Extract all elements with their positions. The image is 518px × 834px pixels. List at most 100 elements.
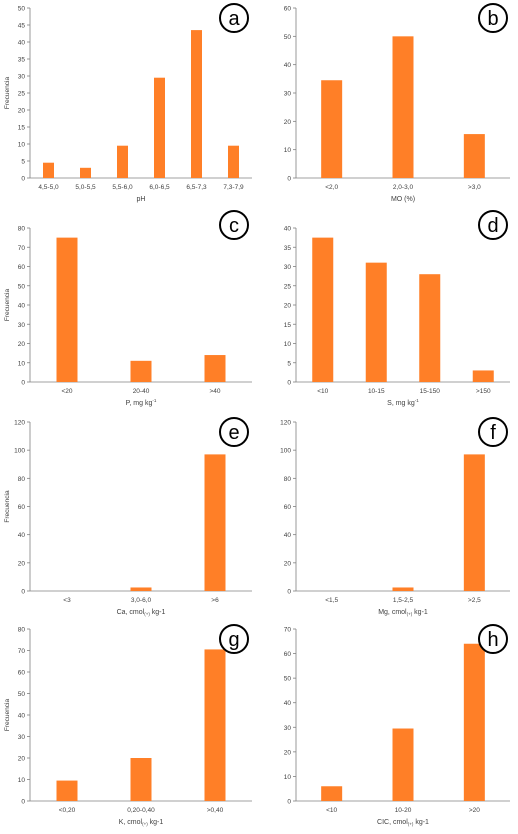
y-tick-label: 50 bbox=[284, 34, 292, 41]
chart-panel-d: 0 5 10 15 20 25 30 35 40 <10 10-15 15-150 >150 S, mg … bbox=[259, 207, 518, 414]
chart-svg-c: 0 10 20 30 40 50 60 70 80 <20 20-40 >40 P, mg kg-1 Fr… bbox=[4, 210, 252, 407]
chart-svg-a: 0 5 10 15 20 25 30 35 40 45 50 4,5-5,0 5,0-5,5 5,5-6,… bbox=[4, 3, 252, 203]
chart-svg-g: 0 10 20 30 40 50 60 70 80 <0,20 0,20-0,40 >0,40 K, c… bbox=[4, 624, 252, 827]
bar-h-0 bbox=[321, 786, 343, 801]
x-tick-label: 0,20-0,40 bbox=[127, 807, 155, 814]
x-tick-label: >40 bbox=[209, 388, 220, 395]
y-tick-label: 20 bbox=[18, 560, 26, 567]
y-tick-label: 30 bbox=[284, 264, 292, 271]
y-tick-label: 10 bbox=[284, 341, 292, 348]
x-tick-label: <3 bbox=[63, 597, 71, 604]
x-tick-label: 1,5-2,5 bbox=[393, 597, 414, 604]
chart-svg-d: 0 5 10 15 20 25 30 35 40 <10 10-15 15-150 >150 S, mg … bbox=[284, 210, 510, 407]
y-axis-title: Frecuencia bbox=[4, 699, 11, 732]
x-tick-label: >0,40 bbox=[207, 807, 224, 814]
panel-badge-circle bbox=[478, 624, 508, 654]
y-tick-label: 20 bbox=[284, 560, 292, 567]
y-tick-label: 80 bbox=[18, 226, 26, 233]
panel-badge-circle bbox=[219, 210, 249, 240]
y-tick-label: 0 bbox=[287, 589, 291, 596]
bar-b-2 bbox=[463, 134, 485, 178]
x-axis-title: Mg, cmol(+) kg-1 bbox=[378, 609, 428, 617]
y-tick-label: 60 bbox=[18, 670, 26, 677]
chart-svg-h: 0 10 20 30 40 50 60 70 <10 10-20 >20 CIC, cmol(+) k… bbox=[284, 624, 510, 827]
y-tick-label: 50 bbox=[18, 283, 26, 290]
bar-a-0 bbox=[43, 162, 54, 178]
y-tick-label: 40 bbox=[284, 226, 292, 233]
bar-a-3 bbox=[154, 77, 165, 178]
x-tick-label: <2,0 bbox=[325, 184, 338, 191]
y-tick-label: 80 bbox=[284, 476, 292, 483]
panel-badge-letter: h bbox=[487, 629, 498, 651]
y-tick-label: 60 bbox=[18, 264, 26, 271]
x-tick-label: 5,0-5,5 bbox=[75, 184, 96, 191]
y-tick-label: 60 bbox=[284, 6, 292, 13]
panel-badge-letter: b bbox=[487, 8, 498, 30]
bar-e-2 bbox=[204, 454, 226, 591]
x-tick-label: <10 bbox=[326, 807, 337, 814]
x-axis-title: K, cmol(+) kg-1 bbox=[119, 819, 164, 827]
x-tick-label: 10-15 bbox=[368, 388, 385, 395]
x-axis-title: CIC, cmol(+) kg-1 bbox=[377, 819, 429, 827]
y-tick-label: 0 bbox=[21, 589, 25, 596]
chart-panel-g: 0 10 20 30 40 50 60 70 80 <0,20 0,20-0,40 >0,40 K, c… bbox=[0, 621, 259, 829]
x-tick-label: 15-150 bbox=[420, 388, 441, 395]
y-tick-label: 5 bbox=[287, 360, 291, 367]
x-tick-label: 6,0-6,5 bbox=[149, 184, 170, 191]
y-tick-label: 10 bbox=[18, 777, 26, 784]
x-tick-label: >6 bbox=[211, 597, 219, 604]
bar-d-2 bbox=[419, 274, 441, 382]
chart-svg-b: 0 10 20 30 40 50 60 <2,0 2,0-3,0 >3,0 MO (%) b bbox=[284, 3, 510, 203]
x-tick-label: 3,0-6,0 bbox=[131, 597, 152, 604]
y-tick-label: 20 bbox=[18, 341, 26, 348]
x-tick-label: <0,20 bbox=[59, 807, 76, 814]
bar-g-1 bbox=[130, 758, 152, 801]
x-tick-label: 5,5-6,0 bbox=[112, 184, 133, 191]
y-tick-label: 70 bbox=[284, 627, 292, 634]
y-tick-label: 0 bbox=[287, 380, 291, 387]
y-tick-label: 0 bbox=[21, 380, 25, 387]
y-tick-label: 35 bbox=[284, 245, 292, 252]
bar-c-1 bbox=[130, 360, 152, 382]
x-axis-title: MO (%) bbox=[391, 196, 415, 203]
x-tick-label: 7,3-7,9 bbox=[223, 184, 244, 191]
bar-b-1 bbox=[392, 36, 414, 179]
y-tick-label: 120 bbox=[14, 420, 25, 427]
bar-b-0 bbox=[321, 80, 343, 178]
y-tick-label: 60 bbox=[284, 504, 292, 511]
bar-d-0 bbox=[312, 237, 334, 382]
x-tick-label: >2,5 bbox=[468, 597, 481, 604]
x-axis-title: pH bbox=[137, 196, 146, 203]
x-tick-label: <10 bbox=[317, 388, 328, 395]
y-tick-label: 40 bbox=[284, 62, 292, 69]
y-tick-label: 40 bbox=[18, 532, 26, 539]
y-tick-label: 70 bbox=[18, 648, 26, 655]
panel-badge-letter: g bbox=[228, 629, 239, 651]
y-tick-label: 20 bbox=[284, 119, 292, 126]
chart-panel-c: 0 10 20 30 40 50 60 70 80 <20 20-40 >40 P, mg kg-1 Fr… bbox=[0, 207, 259, 414]
y-tick-label: 30 bbox=[18, 74, 26, 81]
x-tick-label: 4,5-5,0 bbox=[38, 184, 59, 191]
chart-panel-a: 0 5 10 15 20 25 30 35 40 45 50 4,5-5,0 5,0-5,5 5,5-6,… bbox=[0, 0, 259, 207]
bar-a-5 bbox=[228, 145, 239, 178]
bar-h-1 bbox=[392, 728, 414, 801]
bar-d-3 bbox=[472, 370, 494, 382]
y-tick-label: 35 bbox=[18, 57, 26, 64]
y-tick-label: 100 bbox=[280, 448, 291, 455]
panel-badge-letter: d bbox=[487, 215, 498, 237]
panel-badge-circle bbox=[478, 210, 508, 240]
y-tick-label: 50 bbox=[18, 691, 26, 698]
y-tick-label: 10 bbox=[18, 360, 26, 367]
y-tick-label: 120 bbox=[280, 420, 291, 427]
y-tick-label: 5 bbox=[21, 159, 25, 166]
y-tick-label: 0 bbox=[21, 176, 25, 183]
chart-panel-b: 0 10 20 30 40 50 60 <2,0 2,0-3,0 >3,0 MO (%) b bbox=[259, 0, 518, 207]
x-tick-label: 10-20 bbox=[395, 807, 412, 814]
y-tick-label: 40 bbox=[18, 303, 26, 310]
x-tick-label: >20 bbox=[469, 807, 480, 814]
y-tick-label: 100 bbox=[14, 448, 25, 455]
y-tick-label: 10 bbox=[18, 142, 26, 149]
y-tick-label: 40 bbox=[284, 700, 292, 707]
x-tick-label: <20 bbox=[61, 388, 72, 395]
